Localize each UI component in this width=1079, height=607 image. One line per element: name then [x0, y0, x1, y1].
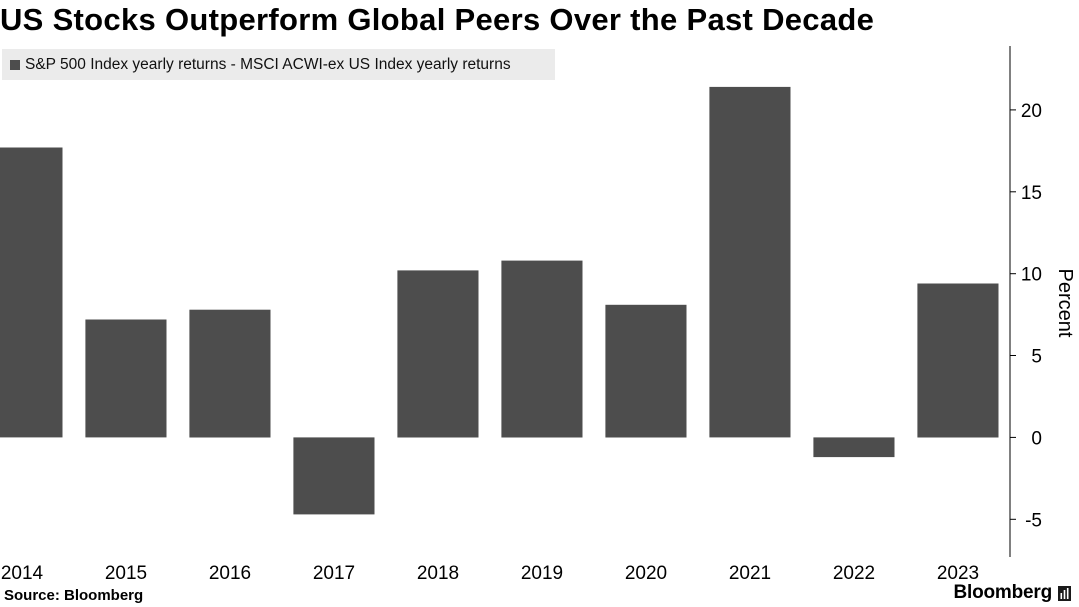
x-axis-ticks: 2014 2015 2016 2017 2018 2019 2020 2021 2022 2023 [1, 563, 979, 584]
bar-2014 [0, 147, 63, 438]
chart-title: US Stocks Outperform Global Peers Over t… [0, 2, 875, 37]
x-tick-label-2021: 2021 [729, 563, 771, 584]
bar-2022 [813, 437, 895, 458]
x-tick-label-2016: 2016 [209, 563, 251, 584]
x-tick-label-2014: 2014 [1, 563, 44, 584]
legend-swatch [10, 59, 20, 70]
legend: S&P 500 Index yearly returns - MSCI ACWI… [2, 49, 555, 80]
y-tick-label: -5 [1025, 510, 1042, 531]
x-tick-label-2015: 2015 [105, 563, 147, 584]
x-tick-label-2023: 2023 [937, 563, 979, 584]
bar-2015 [85, 319, 167, 438]
bar-2020 [605, 304, 687, 438]
y-tick-label: 5 [1031, 347, 1042, 368]
bar-2021 [709, 86, 791, 438]
bar-2019 [501, 260, 583, 438]
x-tick-label-2020: 2020 [625, 563, 667, 584]
x-tick-label-2019: 2019 [521, 563, 563, 584]
bar-2017 [293, 437, 375, 515]
y-axis: -5 0 5 10 15 20 [1009, 46, 1042, 557]
bars-group [0, 86, 999, 515]
source-note: Source: Bloomberg [4, 587, 144, 604]
y-tick-label: 20 [1021, 101, 1042, 122]
y-tick-label: 10 [1021, 265, 1042, 286]
bloomberg-logo: Bloomberg [954, 582, 1071, 604]
bar-2018 [397, 270, 479, 438]
x-tick-label-2022: 2022 [833, 563, 875, 584]
legend-label: S&P 500 Index yearly returns - MSCI ACWI… [25, 55, 511, 73]
bar-2023 [917, 283, 999, 438]
y-tick-label: 0 [1031, 428, 1042, 449]
bar-2016 [189, 309, 271, 438]
x-tick-label-2018: 2018 [417, 563, 459, 584]
bloomberg-terminal-icon [1058, 585, 1071, 601]
brand-name: Bloomberg [953, 582, 1053, 603]
x-tick-label-2017: 2017 [313, 563, 355, 584]
y-tick-label: 15 [1021, 183, 1042, 204]
y-axis-label: Percent [1054, 269, 1076, 338]
